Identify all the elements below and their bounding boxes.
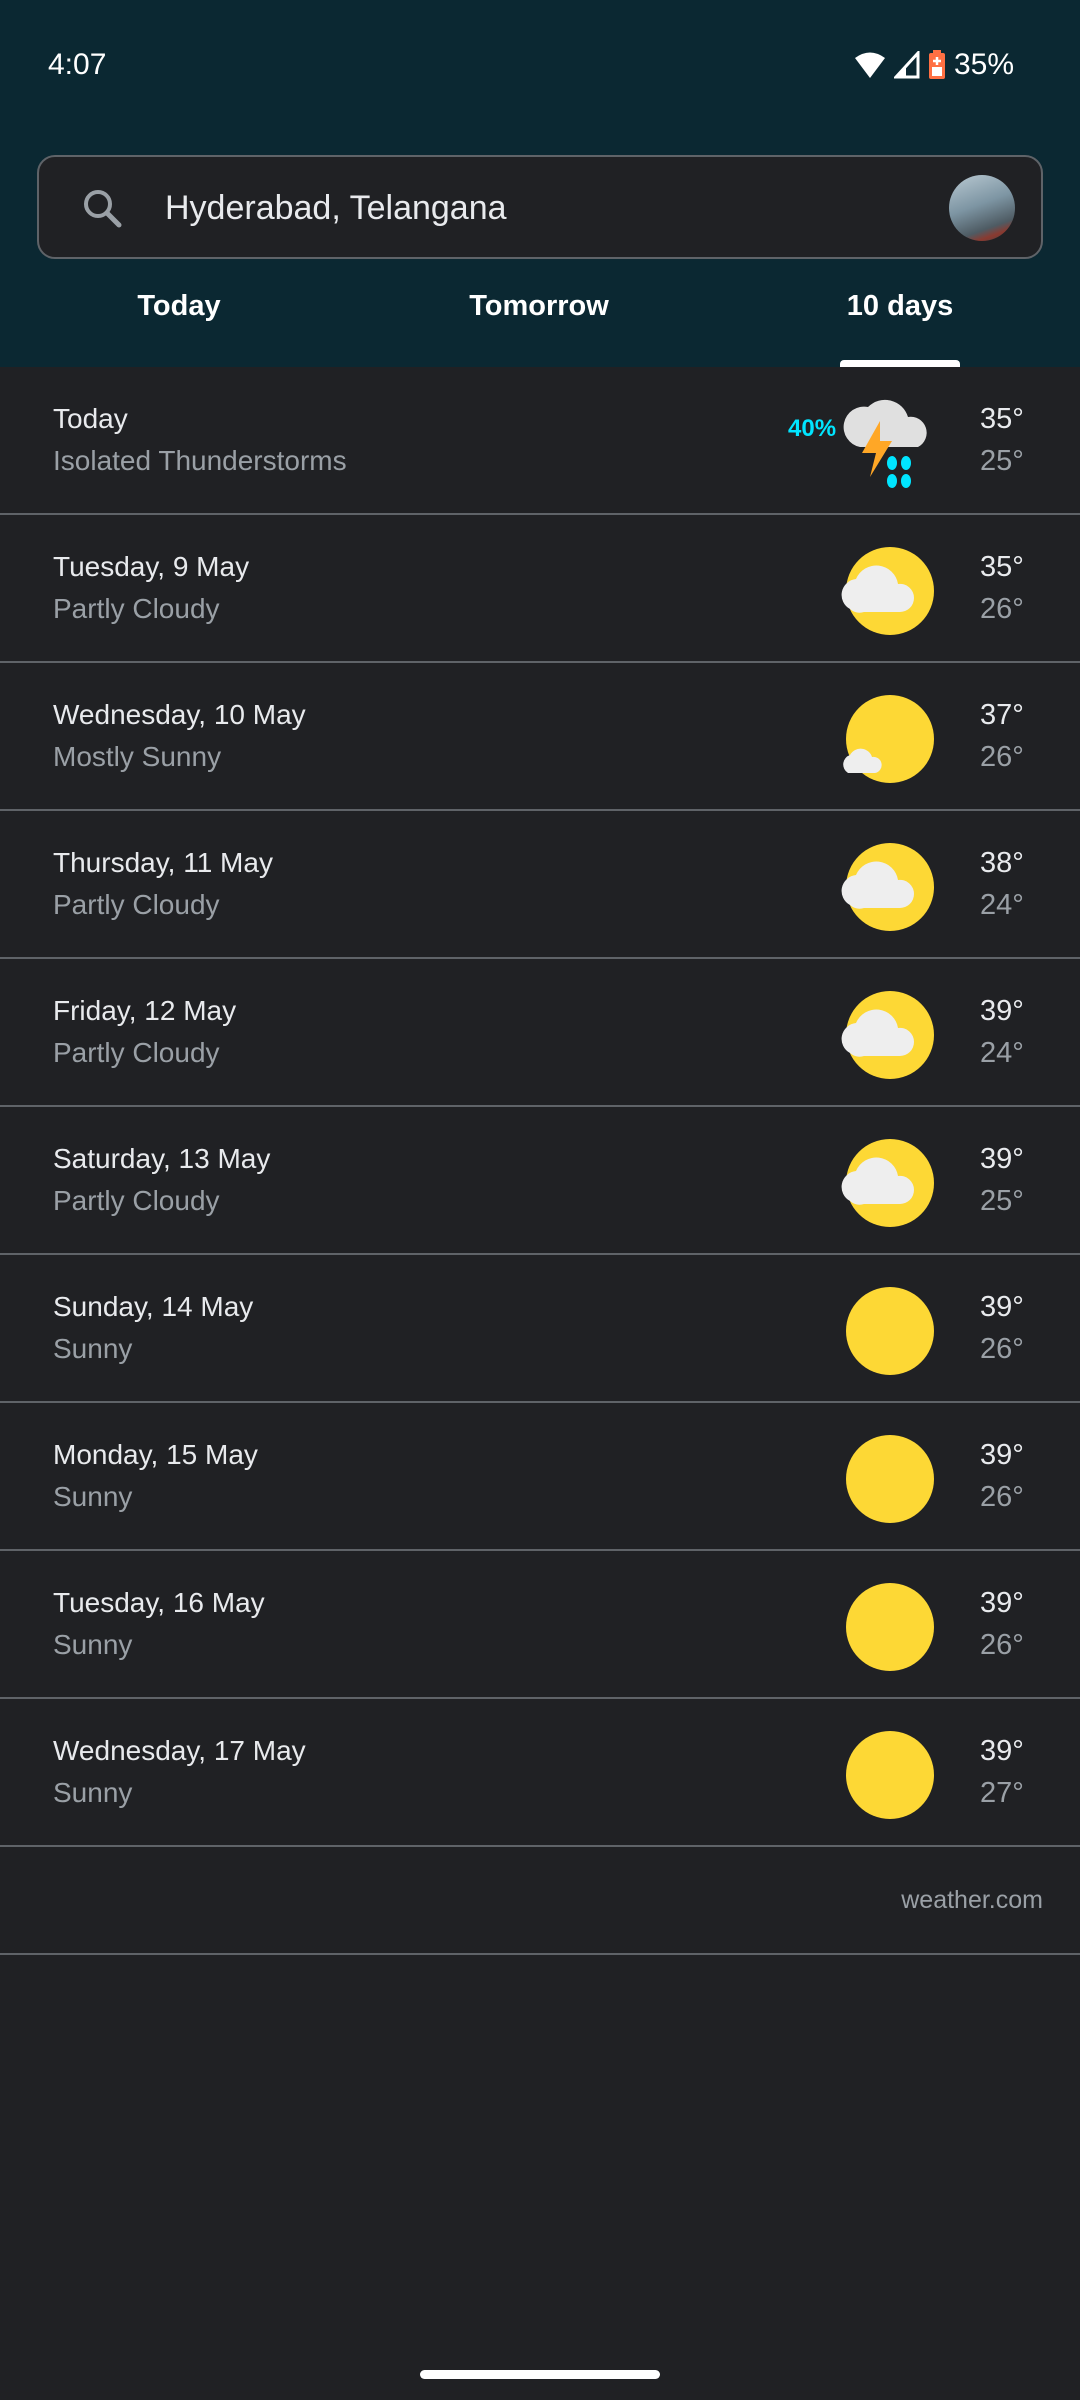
high-temp: 39° [980,1143,1024,1175]
high-temp: 37° [980,699,1024,731]
condition-label: Sunny [53,1333,133,1364]
high-temp: 39° [980,1439,1024,1471]
sunny-icon [846,1287,934,1375]
low-temp: 26° [980,1629,1024,1661]
forecast-day-row[interactable]: Friday, 12 May Partly Cloudy 39° 24° [0,959,1080,1107]
source-link[interactable]: weather.com [901,1886,1043,1914]
forecast-day-row[interactable]: Wednesday, 10 May Mostly Sunny 37° 26° [0,663,1080,811]
forecast-day-row[interactable]: Tuesday, 9 May Partly Cloudy 35° 26° [0,515,1080,663]
sunny-icon [846,1583,934,1671]
search-input[interactable]: Hyderabad, Telangana [165,189,507,227]
mostly-sunny-icon [843,695,934,783]
wifi-icon [854,52,885,78]
avatar[interactable] [949,175,1015,241]
forecast-day-row[interactable]: Sunday, 14 May Sunny 39° 26° [0,1255,1080,1403]
day-label: Wednesday, 10 May [53,699,306,730]
low-temp: 24° [980,889,1024,921]
day-label: Wednesday, 17 May [53,1735,306,1766]
tab-indicator [840,360,960,367]
tab-today[interactable]: Today [137,290,221,322]
condition-label: Partly Cloudy [53,889,220,920]
condition-label: Partly Cloudy [53,1185,220,1216]
day-label: Saturday, 13 May [53,1143,271,1174]
tab-tomorrow[interactable]: Tomorrow [469,290,609,322]
day-label: Today [53,403,128,434]
condition-label: Sunny [53,1481,133,1512]
condition-label: Sunny [53,1629,133,1660]
forecast-day-row[interactable]: Thursday, 11 May Partly Cloudy 38° 24° [0,811,1080,959]
high-temp: 38° [980,847,1024,879]
forecast-day-row[interactable]: Wednesday, 17 May Sunny 39° 27° [0,1699,1080,1847]
forecast-list: Today Isolated Thunderstorms 40% 35° 25° Tues… [0,367,1080,1847]
battery-saver-icon [928,50,945,79]
low-temp: 24° [980,1037,1024,1069]
day-label: Sunday, 14 May [53,1291,254,1322]
condition-label: Partly Cloudy [53,1037,220,1068]
app-header: 4:07 35% Hyderabad, Telangana Today Tomo… [0,0,1080,367]
sunny-icon [846,1731,934,1819]
high-temp: 39° [980,995,1024,1027]
partly-cloudy-icon [841,1139,934,1227]
day-label: Thursday, 11 May [53,847,273,878]
high-temp: 39° [980,1291,1024,1323]
thunderstorm-icon [843,399,927,488]
low-temp: 25° [980,1185,1024,1217]
day-label: Friday, 12 May [53,995,237,1026]
condition-label: Sunny [53,1777,133,1808]
status-icons: 35% [854,48,1014,82]
status-time: 4:07 [48,48,107,81]
signal-icon [893,51,920,79]
search-icon[interactable] [81,187,125,231]
precip-chance: 40% [788,415,837,442]
day-label: Tuesday, 16 May [53,1587,265,1618]
condition-label: Partly Cloudy [53,593,220,624]
divider [0,1953,1080,1955]
forecast-day-row[interactable]: Tuesday, 16 May Sunny 39° 26° [0,1551,1080,1699]
low-temp: 26° [980,1481,1024,1513]
tab-10-days[interactable]: 10 days [846,290,954,322]
low-temp: 25° [980,445,1024,477]
low-temp: 26° [980,1333,1024,1365]
high-temp: 35° [980,551,1024,583]
low-temp: 26° [980,741,1024,773]
day-label: Monday, 15 May [53,1439,258,1470]
high-temp: 35° [980,403,1024,435]
condition-label: Isolated Thunderstorms [53,445,347,476]
forecast-day-row[interactable]: Today Isolated Thunderstorms 40% 35° 25° [0,367,1080,515]
forecast-day-row[interactable]: Saturday, 13 May Partly Cloudy 39° 25° [0,1107,1080,1255]
condition-label: Mostly Sunny [53,741,222,772]
low-temp: 27° [980,1777,1024,1809]
battery-percent: 35% [953,48,1014,81]
partly-cloudy-icon [841,991,934,1079]
gesture-nav-handle[interactable] [420,2370,660,2379]
low-temp: 26° [980,593,1024,625]
high-temp: 39° [980,1735,1024,1767]
partly-cloudy-icon [841,547,934,635]
day-label: Tuesday, 9 May [53,551,250,582]
forecast-day-row[interactable]: Monday, 15 May Sunny 39° 26° [0,1403,1080,1551]
location-search-bar[interactable]: Hyderabad, Telangana [37,155,1043,259]
sunny-icon [846,1435,934,1523]
partly-cloudy-icon [841,843,934,931]
high-temp: 39° [980,1587,1024,1619]
